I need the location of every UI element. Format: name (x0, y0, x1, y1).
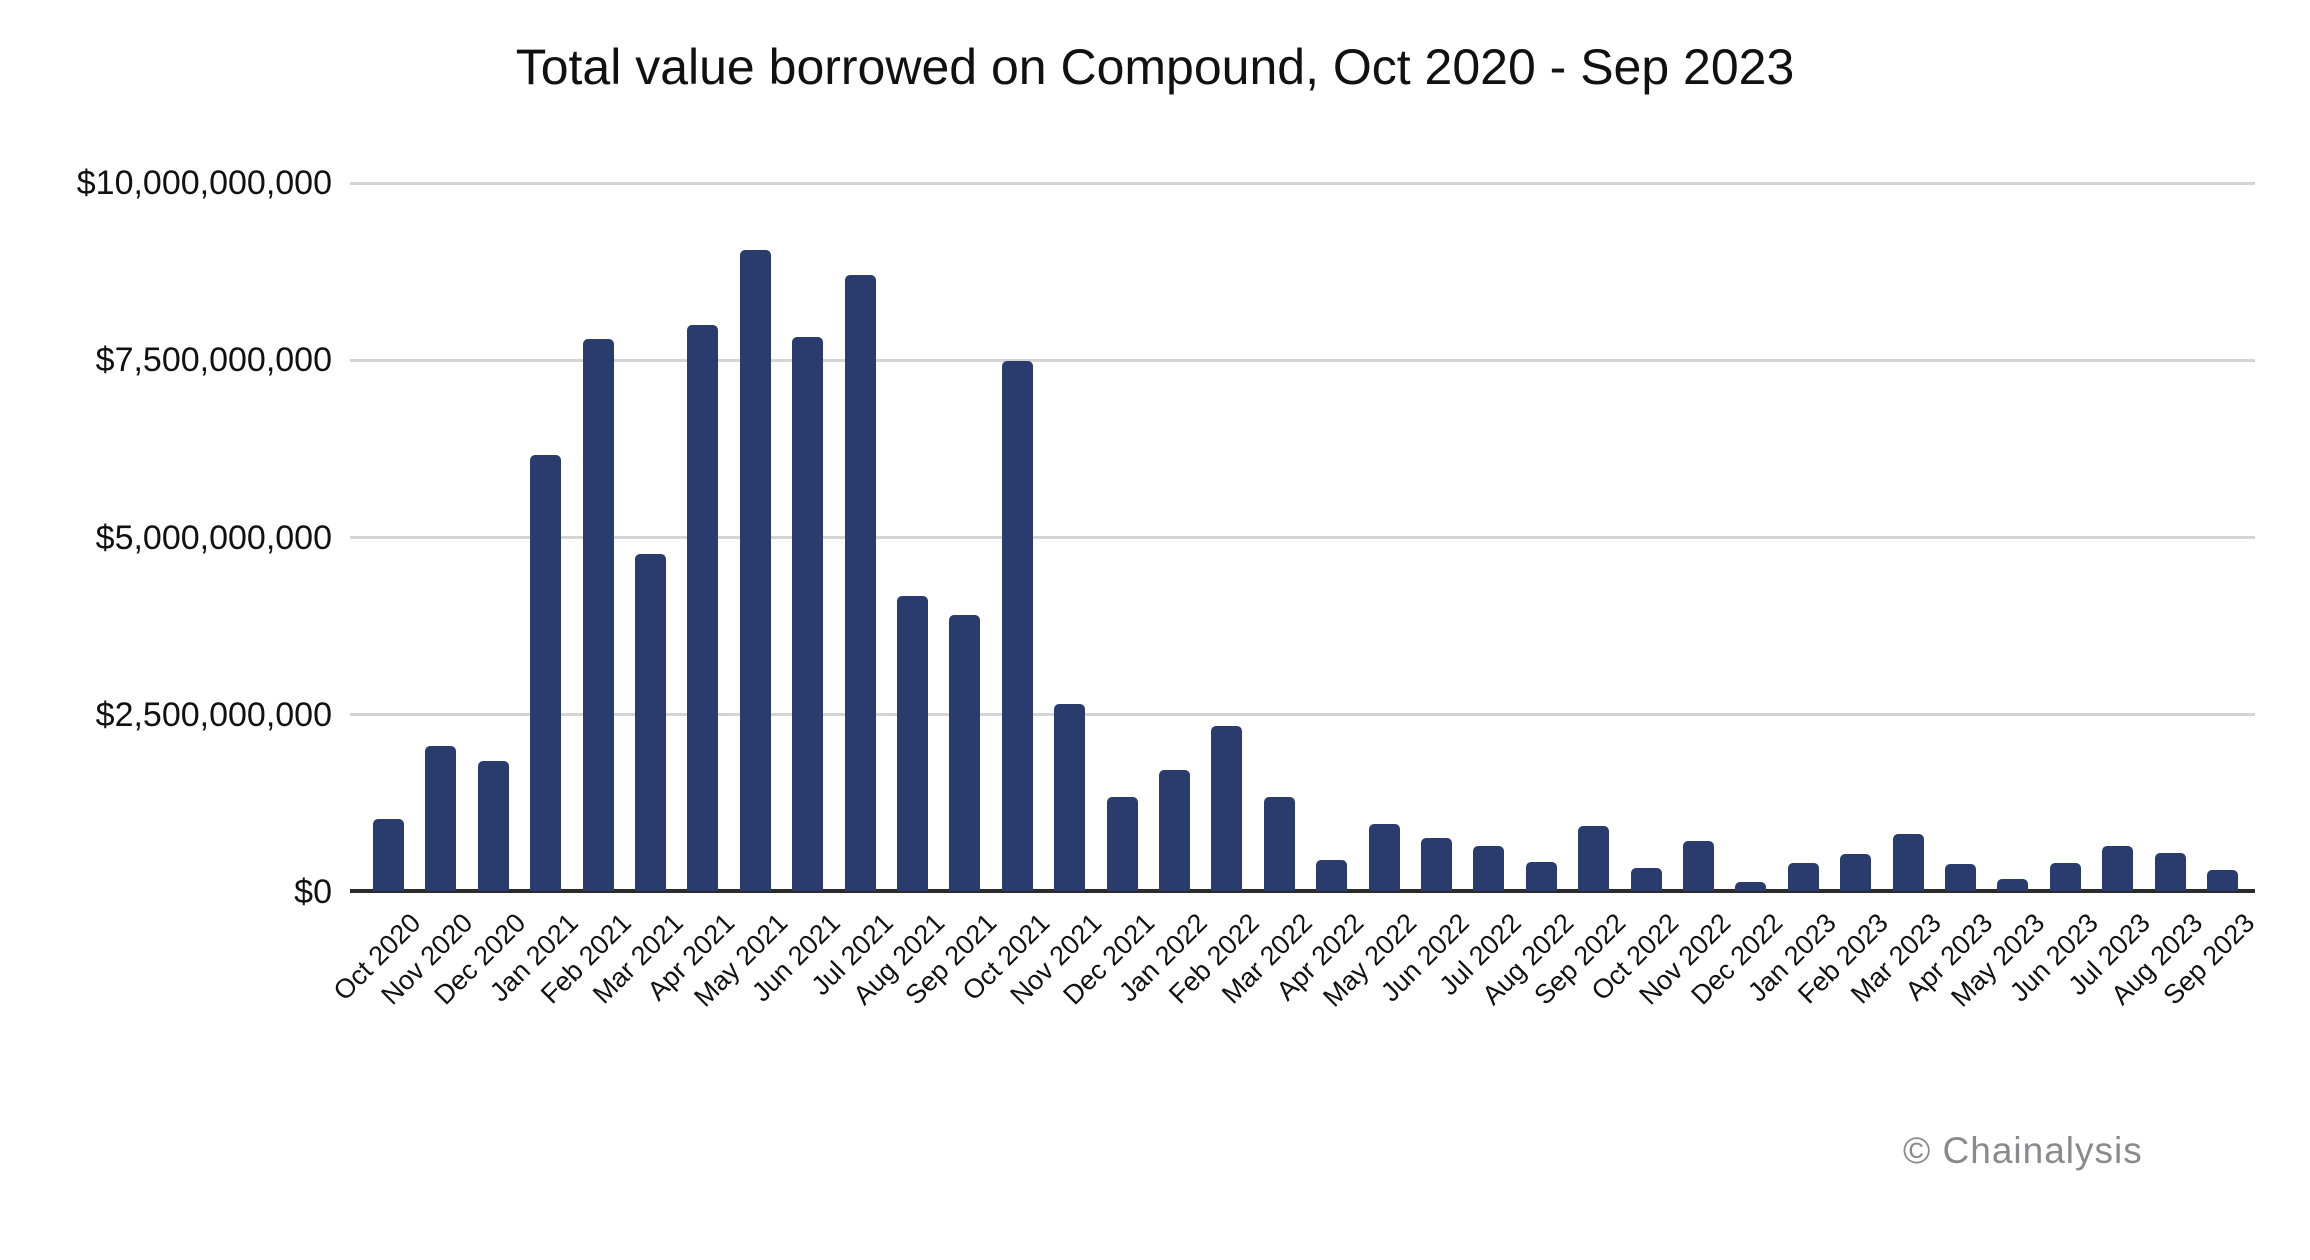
bar (1735, 882, 1766, 891)
bar (1369, 824, 1400, 891)
x-axis-line (350, 889, 2255, 893)
bar (1997, 879, 2028, 891)
bar (1211, 726, 1242, 891)
bar (1840, 854, 1871, 891)
y-axis-tick-label: $0 (294, 873, 332, 911)
bar (1631, 868, 1662, 891)
bar (740, 250, 771, 891)
bar (1264, 797, 1295, 891)
chainalysis-credit: © Chainalysis (1903, 1130, 2143, 1171)
bar (1683, 841, 1714, 891)
bar (530, 455, 561, 891)
bar (1526, 862, 1557, 891)
bar (2102, 846, 2133, 891)
bar (687, 325, 718, 891)
bar (1421, 838, 1452, 891)
bar (2207, 870, 2238, 891)
gridline (350, 713, 2255, 716)
bar (373, 819, 404, 891)
y-axis-tick-label: $2,500,000,000 (95, 696, 332, 734)
bar (425, 746, 456, 891)
bar (1159, 770, 1190, 891)
bar (1002, 361, 1033, 891)
gridline (350, 536, 2255, 539)
bar (1788, 863, 1819, 891)
bar (478, 761, 509, 891)
bar (949, 615, 980, 891)
bar (845, 275, 876, 891)
bar (583, 339, 614, 891)
gridline (350, 359, 2255, 362)
gridline (350, 182, 2255, 185)
y-axis-tick-label: $5,000,000,000 (95, 519, 332, 557)
bar (2050, 863, 2081, 891)
bar (1316, 860, 1347, 891)
y-axis-tick-label: $7,500,000,000 (95, 341, 332, 379)
bar (635, 554, 666, 891)
bar (1945, 864, 1976, 891)
bar (1578, 826, 1609, 891)
bar (1107, 797, 1138, 891)
bar (897, 596, 928, 891)
bar (2155, 853, 2186, 891)
bar (792, 337, 823, 891)
bar (1893, 834, 1924, 891)
bar (1054, 704, 1085, 891)
chart-title: Total value borrowed on Compound, Oct 20… (515, 39, 1795, 95)
bar (1473, 846, 1504, 891)
y-axis-tick-label: $10,000,000,000 (76, 164, 332, 202)
